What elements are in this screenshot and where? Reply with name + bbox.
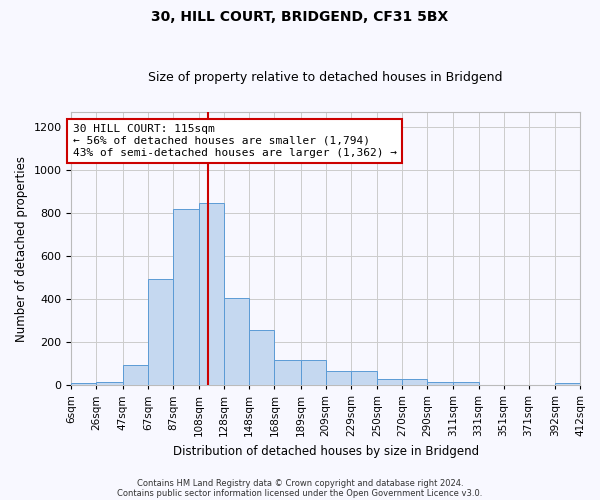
Bar	[173, 209, 199, 385]
Bar	[224, 298, 249, 385]
Text: Contains public sector information licensed under the Open Government Licence v3: Contains public sector information licen…	[118, 488, 482, 498]
Bar	[123, 365, 148, 385]
Bar	[71, 384, 97, 385]
Y-axis label: Number of detached properties: Number of detached properties	[15, 156, 28, 342]
Bar	[97, 382, 123, 385]
Bar	[326, 371, 351, 385]
Bar	[555, 384, 580, 385]
Bar	[377, 378, 402, 385]
Bar	[199, 204, 224, 385]
Bar	[427, 382, 454, 385]
Text: Contains HM Land Registry data © Crown copyright and database right 2024.: Contains HM Land Registry data © Crown c…	[137, 478, 463, 488]
Text: 30 HILL COURT: 115sqm
← 56% of detached houses are smaller (1,794)
43% of semi-d: 30 HILL COURT: 115sqm ← 56% of detached …	[73, 124, 397, 158]
Bar	[454, 382, 479, 385]
Bar	[148, 278, 173, 385]
Bar	[351, 371, 377, 385]
Bar	[402, 379, 427, 385]
Bar	[249, 330, 274, 385]
Bar	[274, 360, 301, 385]
Title: Size of property relative to detached houses in Bridgend: Size of property relative to detached ho…	[148, 72, 503, 85]
Bar	[301, 360, 326, 385]
Text: 30, HILL COURT, BRIDGEND, CF31 5BX: 30, HILL COURT, BRIDGEND, CF31 5BX	[151, 10, 449, 24]
X-axis label: Distribution of detached houses by size in Bridgend: Distribution of detached houses by size …	[173, 444, 479, 458]
